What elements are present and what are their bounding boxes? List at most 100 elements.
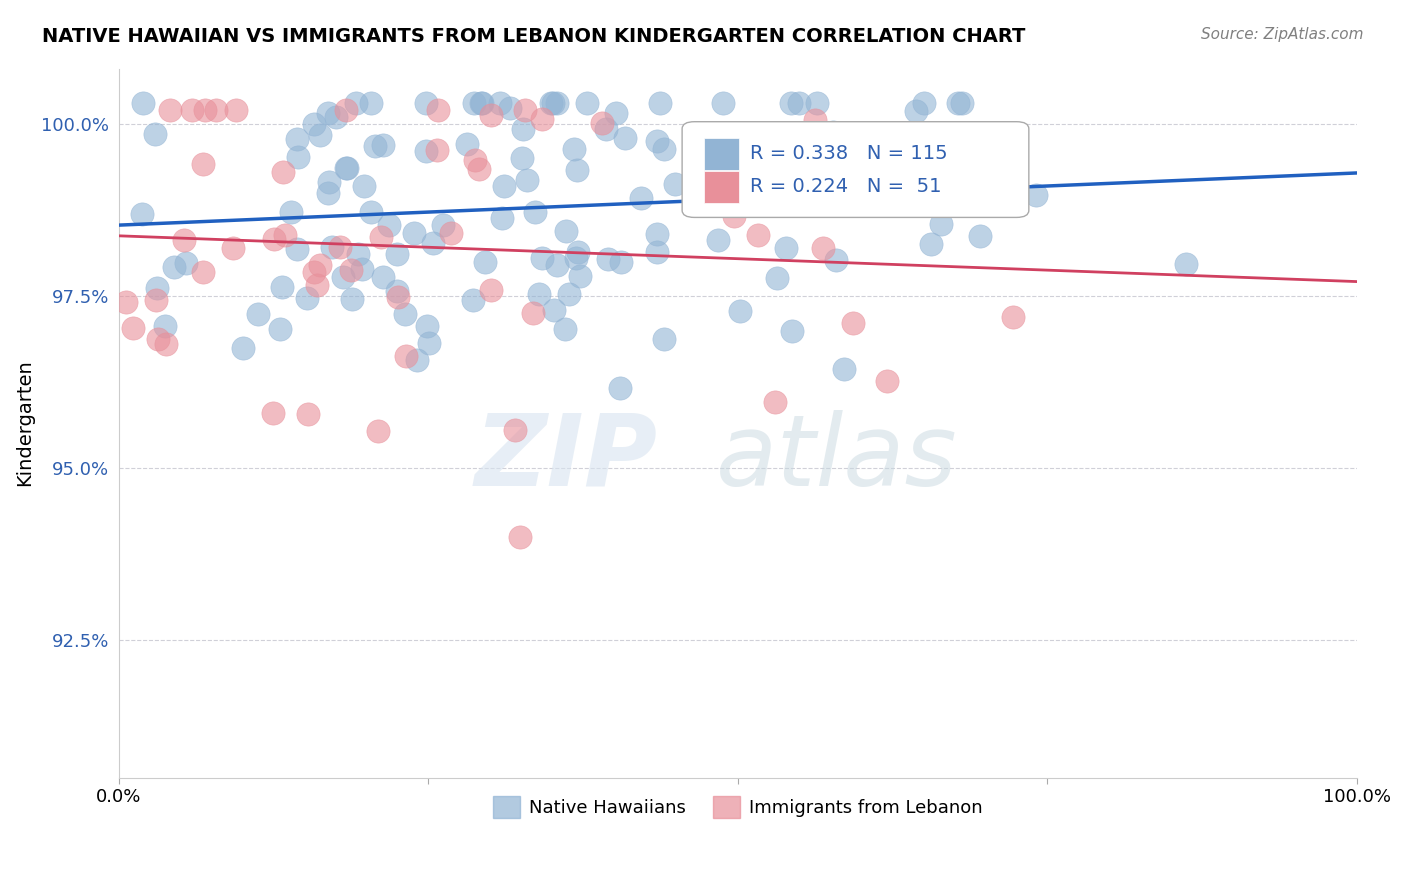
Point [287,243,309,257]
Text: ZIP: ZIP [474,410,658,507]
Point [1001,310,1024,325]
Point [373,270,395,285]
Point [114,294,136,309]
Point [831,162,853,177]
Point [387,247,409,261]
Point [394,307,416,321]
Point [464,153,486,168]
Point [193,265,215,279]
Point [811,241,834,255]
Point [456,137,478,152]
Point [427,103,450,117]
Point [225,103,247,117]
Point [353,179,375,194]
Point [664,178,686,192]
Point [271,165,294,179]
Point [295,291,318,305]
Point [432,218,454,232]
Point [711,95,734,110]
Point [565,251,588,265]
Point [335,103,357,117]
Point [630,191,652,205]
Point [304,117,326,131]
Point [575,95,598,110]
Point [316,186,339,200]
Point [335,161,357,175]
Point [335,161,357,176]
Point [143,127,166,141]
Point [609,255,631,269]
Point [415,318,437,333]
Point [516,172,538,186]
Point [194,103,217,117]
Point [929,217,952,231]
Point [766,271,789,285]
Point [505,423,527,437]
Point [191,157,214,171]
Point [148,332,170,346]
Point [591,116,613,130]
Point [422,235,444,250]
Point [285,132,308,146]
Point [360,95,382,110]
Point [340,262,363,277]
Point [509,530,531,544]
Point [920,237,942,252]
Point [806,95,828,110]
Text: atlas: atlas [716,410,957,507]
Point [471,95,494,110]
Point [512,122,534,136]
Point [163,260,186,275]
Point [131,95,153,110]
Point [567,162,589,177]
Point [146,281,169,295]
Point [418,336,440,351]
Point [474,255,496,269]
Point [696,145,718,160]
Point [605,106,627,120]
Point [222,241,245,255]
Point [546,258,568,272]
Point [387,290,409,304]
Point [614,131,637,145]
Point [654,332,676,346]
Point [173,233,195,247]
Point [307,277,329,292]
Point [554,321,576,335]
Point [461,293,484,308]
Point [271,279,294,293]
Point [367,424,389,438]
Point [340,292,363,306]
Point [274,228,297,243]
Point [568,268,591,283]
Point [479,107,502,121]
Point [652,142,675,156]
Point [131,206,153,220]
Point [246,306,269,320]
Point [470,95,492,110]
Point [522,306,544,320]
Point [775,241,797,255]
Point [155,337,177,351]
Point [969,228,991,243]
Point [706,233,728,247]
Point [402,227,425,241]
Point [513,103,536,117]
Point [440,227,463,241]
Point [352,262,374,277]
Point [479,283,502,297]
Point [558,287,581,301]
Point [308,259,330,273]
Point [1175,257,1198,271]
Point [269,322,291,336]
Point [346,246,368,260]
Point [370,229,392,244]
Point [205,103,228,117]
Bar [704,171,740,203]
Point [609,381,631,395]
Text: Source: ZipAtlas.com: Source: ZipAtlas.com [1201,27,1364,42]
Point [540,95,562,110]
Point [364,139,387,153]
Point [387,284,409,298]
Point [1025,187,1047,202]
